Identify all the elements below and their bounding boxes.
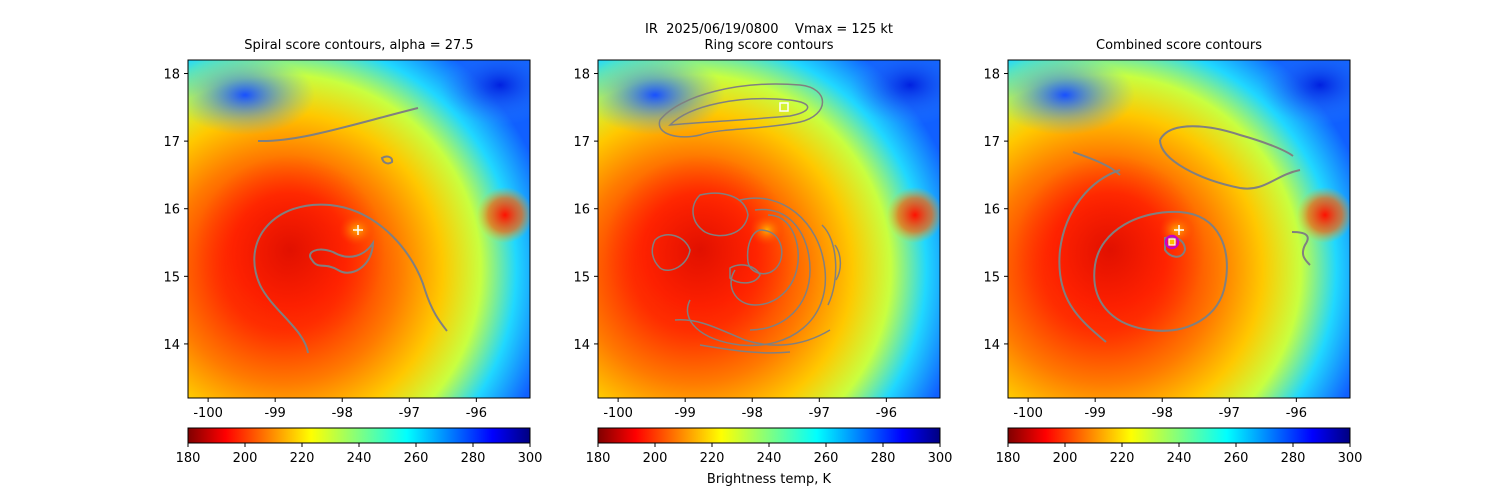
colorbar-3: 180 200 220 240 260 280 300	[996, 427, 1363, 466]
axes-frame-2	[597, 59, 941, 399]
y-tick-label: 15	[983, 270, 1000, 285]
ir-image-2	[598, 60, 940, 398]
x-ticks-3: -100 -99 -98 -97 -96	[1013, 398, 1307, 421]
x-tick-label: -100	[193, 406, 223, 421]
x-tick-label: -97	[399, 406, 420, 421]
best-track-marker-1	[353, 225, 363, 235]
x-tick-label: -100	[603, 406, 633, 421]
colorbar-tick-label: 280	[1281, 451, 1306, 466]
x-tick-label: -96	[466, 406, 487, 421]
y-tick-label: 17	[573, 135, 590, 150]
x-tick-label: -96	[876, 406, 897, 421]
colorbar-2: 180 200 220 240 260 280 300	[586, 427, 953, 466]
x-tick-label: -100	[1013, 406, 1043, 421]
y-ticks-3: 14 15 16 17 18	[983, 68, 1008, 353]
colorbar-tick-label: 260	[814, 451, 839, 466]
panel-ring: -100 -99 -98 -97 -96 14 15 16 17 18 180 200 220 240…	[573, 59, 953, 466]
panel-combined: -100 -99 -98 -97 -96 14 15 16 17 18 180 200 220 240…	[983, 59, 1363, 466]
colorbar-tick-label: 180	[176, 451, 201, 466]
axes-frame-1	[187, 59, 531, 399]
y-ticks-1: 14 15 16 17 18	[163, 68, 188, 353]
x-tick-label: -99	[1085, 406, 1106, 421]
colorbar-tick-label: 180	[996, 451, 1021, 466]
panel-2-title: Ring score contours	[704, 38, 834, 53]
colorbar-tick-label: 200	[1053, 451, 1078, 466]
x-ticks-2: -100 -99 -98 -97 -96	[603, 398, 897, 421]
colorbar-tick-label: 200	[643, 451, 668, 466]
colorbar-tick-label: 260	[404, 451, 429, 466]
y-tick-label: 14	[163, 338, 180, 353]
colorbar-1: 180 200 220 240 260 280 300	[176, 427, 543, 466]
x-tick-label: -98	[332, 406, 353, 421]
y-tick-label: 16	[163, 203, 180, 218]
panel-spiral: -100 -99 -98 -97 -96 14 15 16 17 18 180 200 220 240…	[163, 59, 543, 466]
y-tick-label: 17	[983, 135, 1000, 150]
colorbar-tick-label: 240	[347, 451, 372, 466]
spiral-score-contours	[253, 107, 448, 354]
combined-score-contours	[1058, 125, 1311, 343]
max-score-marker-2	[779, 102, 789, 112]
figure-suptitle: IR 2025/06/19/0800 Vmax = 125 kt	[645, 22, 893, 37]
colorbar-tick-label: 220	[290, 451, 315, 466]
y-tick-label: 14	[983, 338, 1000, 353]
colorbar-tick-label: 220	[700, 451, 725, 466]
colorbar-tick-label: 240	[1167, 451, 1192, 466]
ir-image-1	[188, 60, 530, 398]
panel-3-title: Combined score contours	[1096, 38, 1262, 53]
colorbar-tick-label: 240	[757, 451, 782, 466]
colorbar-tick-label: 300	[1338, 451, 1363, 466]
y-ticks-2: 14 15 16 17 18	[573, 68, 598, 353]
x-tick-label: -98	[742, 406, 763, 421]
x-ticks-1: -100 -99 -98 -97 -96	[193, 398, 487, 421]
x-tick-label: -99	[265, 406, 286, 421]
x-tick-label: -97	[1219, 406, 1240, 421]
x-tick-label: -98	[1152, 406, 1173, 421]
y-tick-label: 14	[573, 338, 590, 353]
x-tick-label: -97	[809, 406, 830, 421]
axes-frame-3	[1007, 59, 1351, 399]
y-tick-label: 18	[983, 68, 1000, 83]
panel-1-title: Spiral score contours, alpha = 27.5	[244, 38, 474, 53]
y-tick-label: 15	[163, 270, 180, 285]
x-tick-label: -96	[1286, 406, 1307, 421]
colorbar-tick-label: 260	[1224, 451, 1249, 466]
max-score-marker-3	[1168, 238, 1176, 246]
colorbar-label: Brightness temp, K	[706, 472, 832, 487]
y-tick-label: 16	[983, 203, 1000, 218]
center-marker-ring-3	[1164, 234, 1180, 250]
colorbar-tick-label: 200	[233, 451, 258, 466]
colorbar-tick-label: 220	[1110, 451, 1135, 466]
x-tick-label: -99	[675, 406, 696, 421]
y-tick-label: 15	[573, 270, 590, 285]
ring-score-contours	[651, 83, 842, 354]
colorbar-tick-label: 280	[871, 451, 896, 466]
ir-image-3	[1008, 60, 1350, 398]
colorbar-tick-label: 180	[586, 451, 611, 466]
y-tick-label: 16	[573, 203, 590, 218]
best-track-marker-3	[1174, 225, 1184, 235]
y-tick-label: 17	[163, 135, 180, 150]
colorbar-tick-label: 300	[928, 451, 953, 466]
y-tick-label: 18	[573, 68, 590, 83]
colorbar-tick-label: 280	[461, 451, 486, 466]
colorbar-tick-label: 300	[518, 451, 543, 466]
y-tick-label: 18	[163, 68, 180, 83]
